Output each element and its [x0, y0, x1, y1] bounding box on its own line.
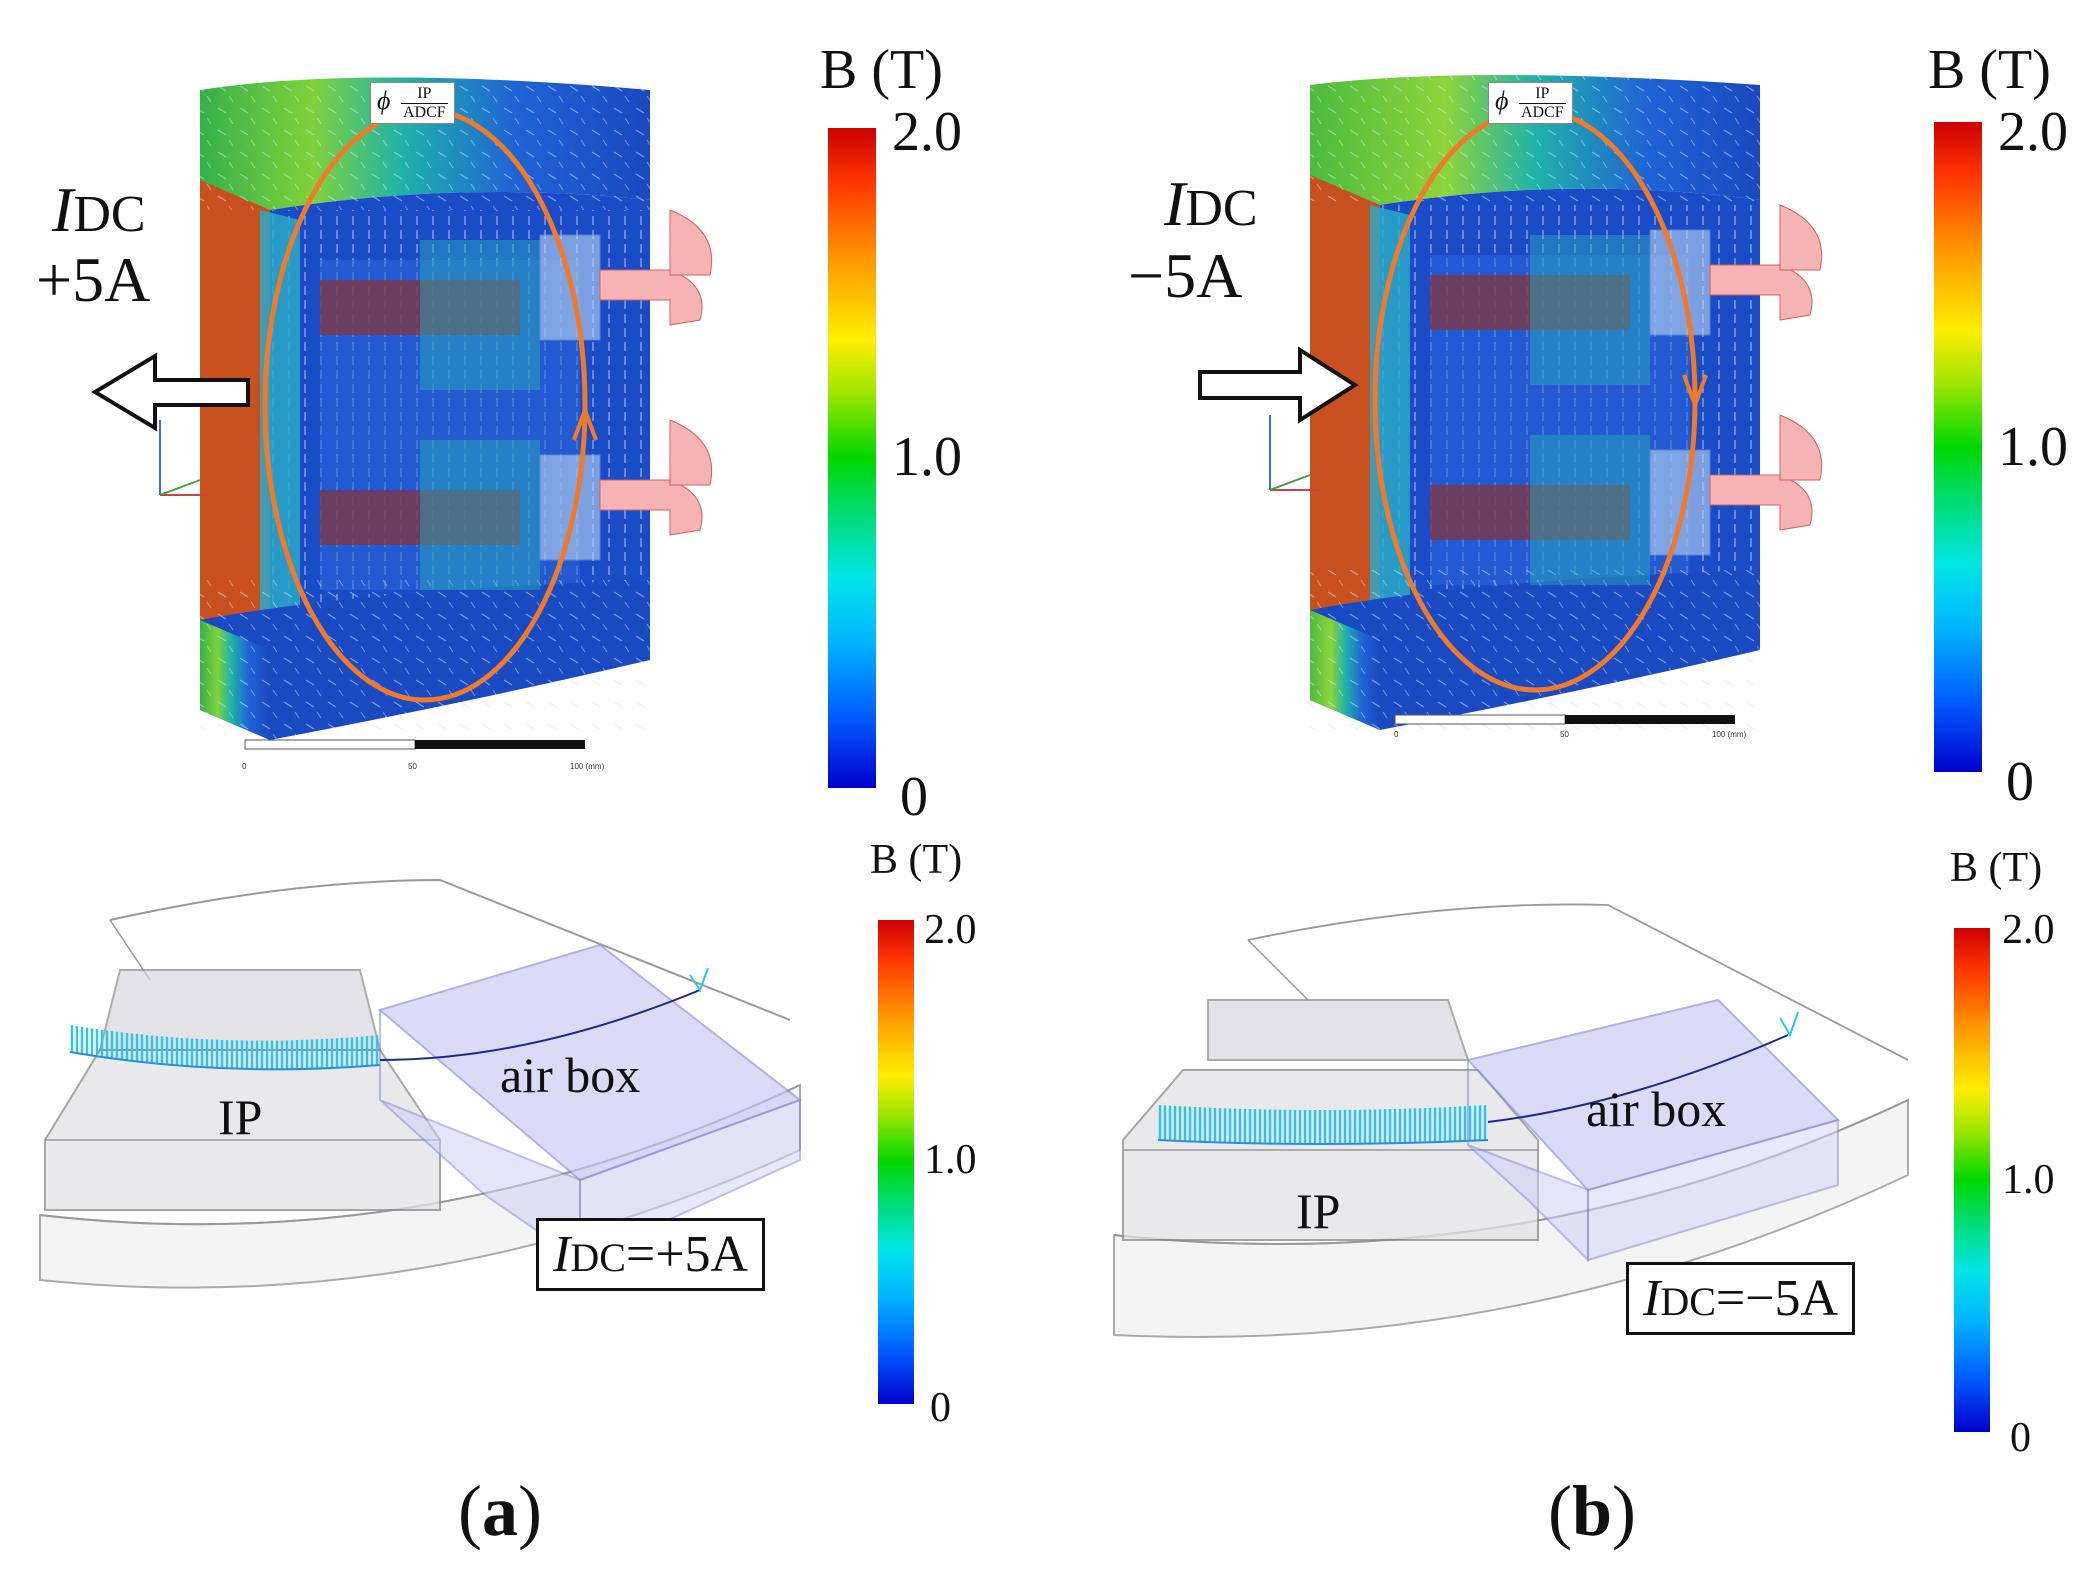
colorbar-mid-b-bottom: 1.0 — [2002, 1157, 2055, 1203]
colorbar-a-top — [828, 128, 876, 788]
ip-label-a: IP — [218, 1089, 263, 1145]
scale-tick-0-a: 0 — [242, 762, 247, 771]
flux-label-a: ϕ IP ADCF — [370, 82, 455, 125]
colorbar-mid-a-top: 1.0 — [892, 426, 962, 488]
current-value-b: −5A — [1128, 240, 1243, 311]
pole-shoe-upper — [320, 280, 520, 335]
colorbar-title-a-bottom: B (T) — [870, 837, 963, 883]
colorbar-title-b-top: B (T) — [1928, 39, 2051, 101]
colorbar-title-a-top: B (T) — [820, 39, 943, 101]
ip-block — [44, 969, 441, 1211]
scale-tick-100-a: 100 (mm) — [570, 762, 605, 771]
colorbar-max-b-bottom: 2.0 — [2002, 907, 2055, 953]
colorbar-mid-a-bottom: 1.0 — [924, 1137, 977, 1183]
detail-plot-b — [1113, 903, 1909, 1338]
colorbar-b-bottom — [1954, 928, 1990, 1432]
colorbar-a-bottom — [878, 920, 914, 1404]
scale-tick-100-b: 100 (mm) — [1712, 730, 1747, 739]
colorbar-min-a-top: 0 — [900, 766, 928, 828]
ip-label-b: IP — [1296, 1183, 1341, 1239]
colorbar-mid-b-top: 1.0 — [1998, 416, 2068, 478]
current-value-a: +5A — [36, 244, 151, 315]
scale-bar — [244, 739, 585, 750]
scale-tick-0-b: 0 — [1394, 730, 1399, 739]
subpanel-label-a: (a) — [458, 1471, 542, 1551]
colorbar-b-top — [1934, 122, 1982, 772]
subpanel-label-b: (b) — [1548, 1471, 1637, 1551]
coil-lower — [539, 419, 713, 561]
colorbar-max-a-top: 2.0 — [892, 101, 962, 163]
colorbar-min-b-bottom: 0 — [2010, 1415, 2031, 1461]
scale-tick-50-b: 50 — [1560, 730, 1569, 739]
air-box-b — [1466, 998, 1840, 1263]
field-line-a — [379, 989, 701, 1061]
colorbar-min-b-top: 0 — [2006, 751, 2034, 813]
condition-box-b: IDC=−5A — [1626, 1262, 1856, 1335]
colorbar-title-b-bottom: B (T) — [1950, 845, 2043, 891]
axis-triad — [159, 420, 210, 496]
vector-strip-b — [1157, 1105, 1489, 1145]
condition-box-a: IDC=+5A — [536, 1218, 766, 1291]
field-plot-b — [1198, 75, 1823, 730]
scale-tick-50-a: 50 — [408, 762, 417, 771]
air-box-label-a: air box — [500, 1047, 641, 1103]
current-label-a: IDC — [52, 174, 146, 245]
field-plot-a — [91, 77, 713, 750]
vector-strip-a — [69, 1025, 381, 1071]
current-label-b: IDC — [1164, 168, 1258, 239]
colorbar-min-a-bottom: 0 — [930, 1385, 951, 1431]
air-box-label-b: air box — [1586, 1081, 1727, 1137]
flux-direction-arrow — [572, 404, 598, 441]
core-left-leg — [200, 180, 270, 660]
flux-label-b: ϕ IP ADCF — [1488, 82, 1573, 125]
pole-shoe-lower — [320, 490, 520, 545]
colorbar-max-a-bottom: 2.0 — [924, 907, 977, 953]
colorbar-max-b-top: 2.0 — [1998, 101, 2068, 163]
force-arrow — [91, 352, 250, 432]
